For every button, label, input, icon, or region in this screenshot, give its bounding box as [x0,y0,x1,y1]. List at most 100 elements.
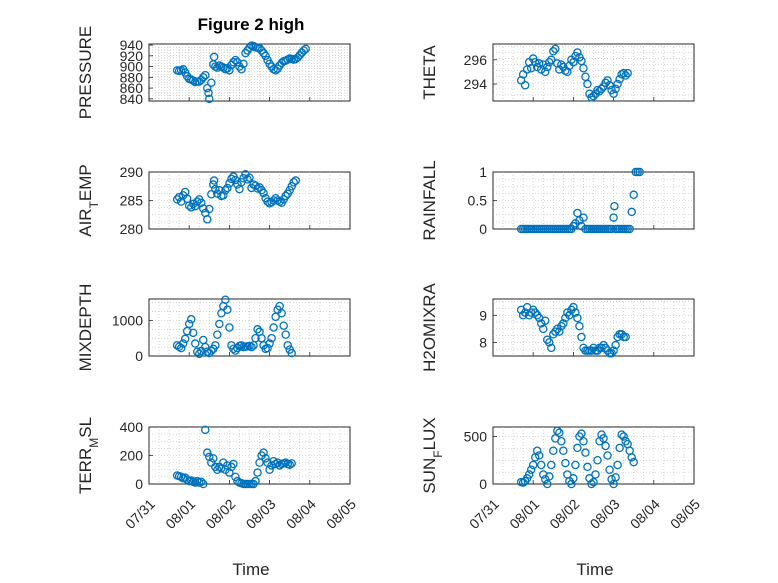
data-point [605,80,614,90]
data-point [621,71,630,80]
subplot-3: 0 0.5 1 RAINFALL [420,160,695,241]
y-axis-label: H2OMIXRA [420,282,439,371]
x-tick-label: 08/02 [202,496,238,532]
data-point [174,192,184,202]
data-point [215,319,224,329]
data-point [629,190,638,200]
data-point [184,319,194,329]
data-point [593,85,602,95]
data-point [251,476,260,486]
data-point [263,197,272,206]
x-axis-label-right: Time [576,560,613,579]
data-point [539,470,548,479]
data-point [190,339,200,348]
data-point [603,76,612,85]
data-point [192,197,202,206]
data-point [591,470,600,479]
data-point [549,446,558,455]
data-point [583,462,592,472]
x-tick-label: 08/02 [546,496,582,532]
y-tick-label: 0 [135,476,143,492]
data-point [188,76,198,85]
data-point [281,458,290,467]
y-tick-label: 8 [479,334,487,350]
data-point [211,184,220,194]
data-point [209,454,218,463]
data-point [569,474,578,483]
y-tick-label: 500 [464,429,488,445]
data-point [534,451,544,460]
y-tick-label: 296 [464,52,488,68]
y-tick-label: 9 [479,307,487,323]
x-tick-label: 08/05 [667,496,703,532]
data-point [635,167,644,177]
data-point [599,434,608,443]
data-point [211,341,220,350]
data-point [188,328,198,338]
data-point [291,176,300,185]
y-tick-label: 860 [120,80,144,96]
data-point [589,477,598,487]
data-point [299,46,309,55]
data-point [611,340,620,350]
data-point [539,324,548,334]
y-tick-label: 920 [120,48,144,64]
data-point [593,455,602,465]
data-point [287,181,296,191]
data-point [229,58,238,67]
data-point [573,48,582,57]
data-point [205,94,214,104]
subplot-5: 8 9 H2OMIXRA [420,282,695,372]
data-point [524,470,534,479]
data-point [207,78,216,87]
data-point [251,333,260,343]
data-point [597,84,606,94]
x-tick-label: 08/05 [323,496,359,532]
data-point [526,465,536,474]
data-point [207,346,216,355]
data-point [184,201,194,210]
data-point [265,465,274,474]
data-point [577,429,586,438]
subplot-7: 0 500 07/31 08/01 08/02 08/03 08/04 08/05 SUNFLU… [420,417,703,531]
data-point [277,308,286,318]
data-point [271,459,280,469]
data-point [265,339,274,348]
data-point [551,44,560,54]
data-point [532,446,542,455]
data-point [247,342,256,352]
data-point [610,201,619,211]
data-point [547,343,556,353]
x-tick-label: 08/01 [506,496,542,532]
data-point [267,333,276,343]
data-point [231,55,240,65]
data-point [611,84,620,94]
data-point [549,47,558,56]
data-point [569,302,578,312]
data-point [555,428,564,437]
data-point [201,425,210,435]
data-point [545,338,554,347]
data-point [279,321,288,330]
data-point [621,332,630,342]
data-point [207,189,216,199]
data-point [285,185,294,195]
y-tick-label: 840 [120,91,144,107]
data-point [269,323,278,332]
data-point [573,313,582,323]
data-point [587,479,596,489]
data-point [199,73,208,82]
data-point [197,477,206,487]
data-point [289,178,298,187]
data-point [223,183,232,193]
data-point [253,325,262,334]
x-tick-label: 07/31 [122,496,158,532]
data-point [201,342,210,352]
y-axis-label: THETA [420,45,439,100]
data-point [601,441,610,451]
data-point [543,62,552,72]
data-point [245,43,254,53]
data-point [245,173,254,182]
data-point [559,446,568,455]
y-tick-label: 0.5 [468,193,488,209]
